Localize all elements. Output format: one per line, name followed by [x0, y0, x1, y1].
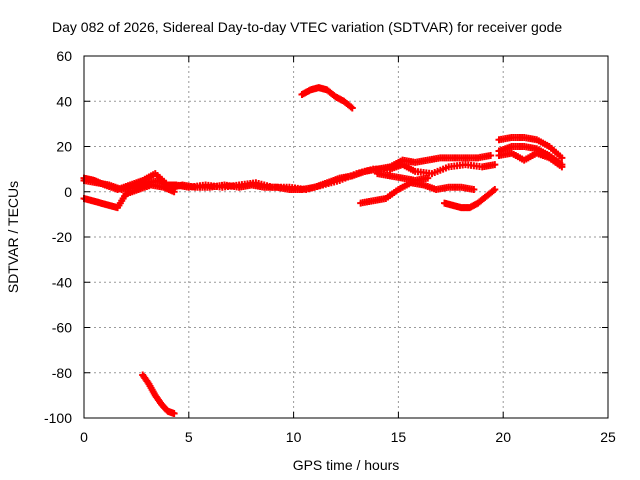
data-point — [491, 161, 499, 169]
chart-title: Day 082 of 2026, Sidereal Day-to-day VTE… — [52, 19, 562, 35]
y-tick-label: 40 — [56, 93, 72, 109]
y-tick-label: -20 — [52, 229, 72, 245]
data-point — [348, 104, 356, 112]
series-track-k — [139, 371, 178, 417]
series-track-f — [441, 185, 499, 212]
data-point — [558, 154, 566, 162]
x-tick-label: 0 — [80, 429, 88, 445]
series-track-b — [80, 161, 499, 193]
tick-layer: 0 5 10 15 20 25 -100 -80 -60 -40 -20 0 20 40 60 — [44, 48, 616, 445]
data-point — [487, 152, 495, 160]
y-tick-label: 60 — [56, 48, 72, 64]
data-layer — [80, 84, 566, 417]
series-track-d — [357, 179, 478, 207]
y-tick-label: -40 — [52, 274, 72, 290]
data-point — [170, 188, 178, 196]
y-tick-label: -100 — [44, 410, 72, 426]
x-axis-title: GPS time / hours — [293, 457, 400, 473]
y-axis-title: SDTVAR / TECUs — [5, 181, 21, 293]
series-track-i — [495, 149, 566, 171]
data-point — [424, 174, 432, 182]
series-track-e — [373, 170, 432, 184]
y-tick-label: 0 — [64, 184, 72, 200]
y-tick-label: -80 — [52, 365, 72, 381]
data-point — [470, 185, 478, 193]
series-track-g — [495, 133, 566, 162]
data-point — [491, 185, 499, 193]
x-tick-label: 25 — [600, 429, 616, 445]
x-tick-label: 10 — [286, 429, 302, 445]
y-tick-label: 20 — [56, 139, 72, 155]
x-tick-label: 20 — [495, 429, 511, 445]
x-tick-label: 15 — [391, 429, 407, 445]
data-point — [170, 409, 178, 417]
grid-layer — [84, 56, 608, 418]
x-tick-label: 5 — [185, 429, 193, 445]
series-track-c — [80, 181, 178, 212]
y-tick-label: -60 — [52, 320, 72, 336]
data-point — [558, 163, 566, 171]
series-track-j — [298, 84, 356, 112]
